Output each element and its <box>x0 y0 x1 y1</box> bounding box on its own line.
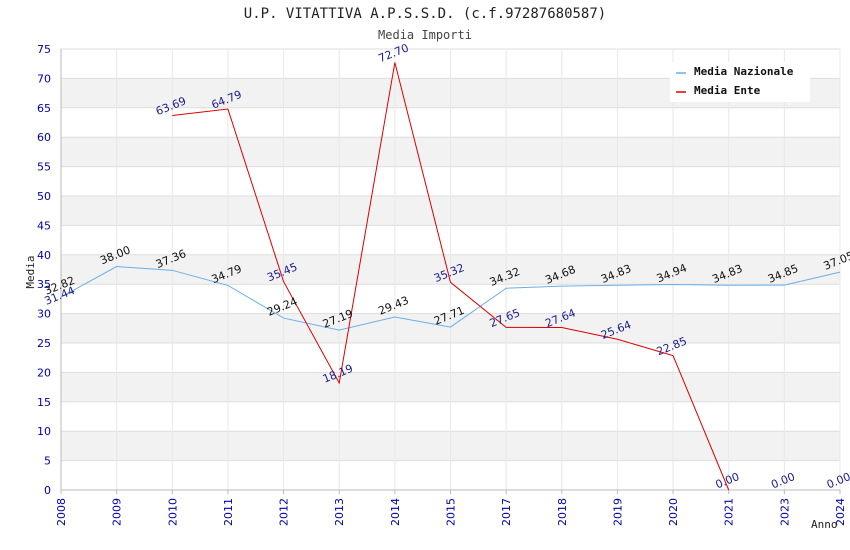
y-tick-label: 25 <box>37 337 51 350</box>
y-tick-label: 35 <box>37 278 51 291</box>
x-tick-label: 2009 <box>111 498 124 526</box>
x-tick-label: 2021 <box>723 498 736 526</box>
chart-subtitle: Media Importi <box>378 28 472 42</box>
legend-label-media-ente: Media Ente <box>694 84 761 97</box>
chart-title: U.P. VITATTIVA A.P.S.S.D. (c.f.972876805… <box>244 6 606 22</box>
series-line-media-ente <box>172 62 730 491</box>
x-tick-label: 2024 <box>834 498 847 526</box>
y-tick-label: 15 <box>37 396 51 409</box>
series-lines <box>60 62 841 491</box>
data-label-media-ente: 0.00 <box>825 470 850 491</box>
x-tick-label: 2023 <box>778 498 791 526</box>
series-line-media-nazionale <box>60 266 841 331</box>
data-label-media-ente: 72.70 <box>377 41 411 65</box>
x-tick-labels: 2008 2009 2010 2011 2012 2013 2014 2015 2017 2018… <box>55 498 847 526</box>
x-tick-label: 2014 <box>389 498 402 526</box>
axes <box>60 49 841 494</box>
x-tick-label: 2008 <box>55 498 68 526</box>
legend-box <box>670 62 810 102</box>
legend-label-media-nazionale: Media Nazionale <box>694 65 794 78</box>
y-tick-label: 40 <box>37 249 51 262</box>
x-tick-label: 2017 <box>500 498 513 526</box>
y-tick-label: 60 <box>37 131 51 144</box>
x-tick-label: 2013 <box>333 498 346 526</box>
y-tick-label: 30 <box>37 308 51 321</box>
legend: Media Nazionale Media Ente <box>670 62 810 102</box>
x-tick-label: 2015 <box>445 498 458 526</box>
y-tick-label: 50 <box>37 190 51 203</box>
y-tick-labels: 0 5 10 15 20 25 30 35 40 45 50 55 60 65 70 75 <box>37 43 51 497</box>
y-tick-label: 55 <box>37 161 51 174</box>
y-tick-label: 65 <box>37 102 51 115</box>
data-label-media-ente: 0.00 <box>769 470 797 491</box>
x-axis-label: Anno <box>811 518 838 531</box>
x-tick-label: 2018 <box>556 498 569 526</box>
y-tick-label: 20 <box>37 366 51 379</box>
data-label-media-ente: 0.00 <box>714 470 742 491</box>
y-tick-label: 70 <box>37 72 51 85</box>
y-tick-label: 75 <box>37 43 51 56</box>
x-tick-label: 2019 <box>611 498 624 526</box>
x-tick-label: 2020 <box>667 498 680 526</box>
y-tick-label: 45 <box>37 219 51 232</box>
x-tick-label: 2010 <box>166 498 179 526</box>
y-axis-label: Media <box>24 255 37 288</box>
x-tick-label: 2012 <box>278 498 291 526</box>
y-tick-label: 5 <box>44 455 51 468</box>
x-tick-label: 2011 <box>222 498 235 526</box>
y-tick-label: 10 <box>37 425 51 438</box>
y-tick-label: 0 <box>44 484 51 497</box>
